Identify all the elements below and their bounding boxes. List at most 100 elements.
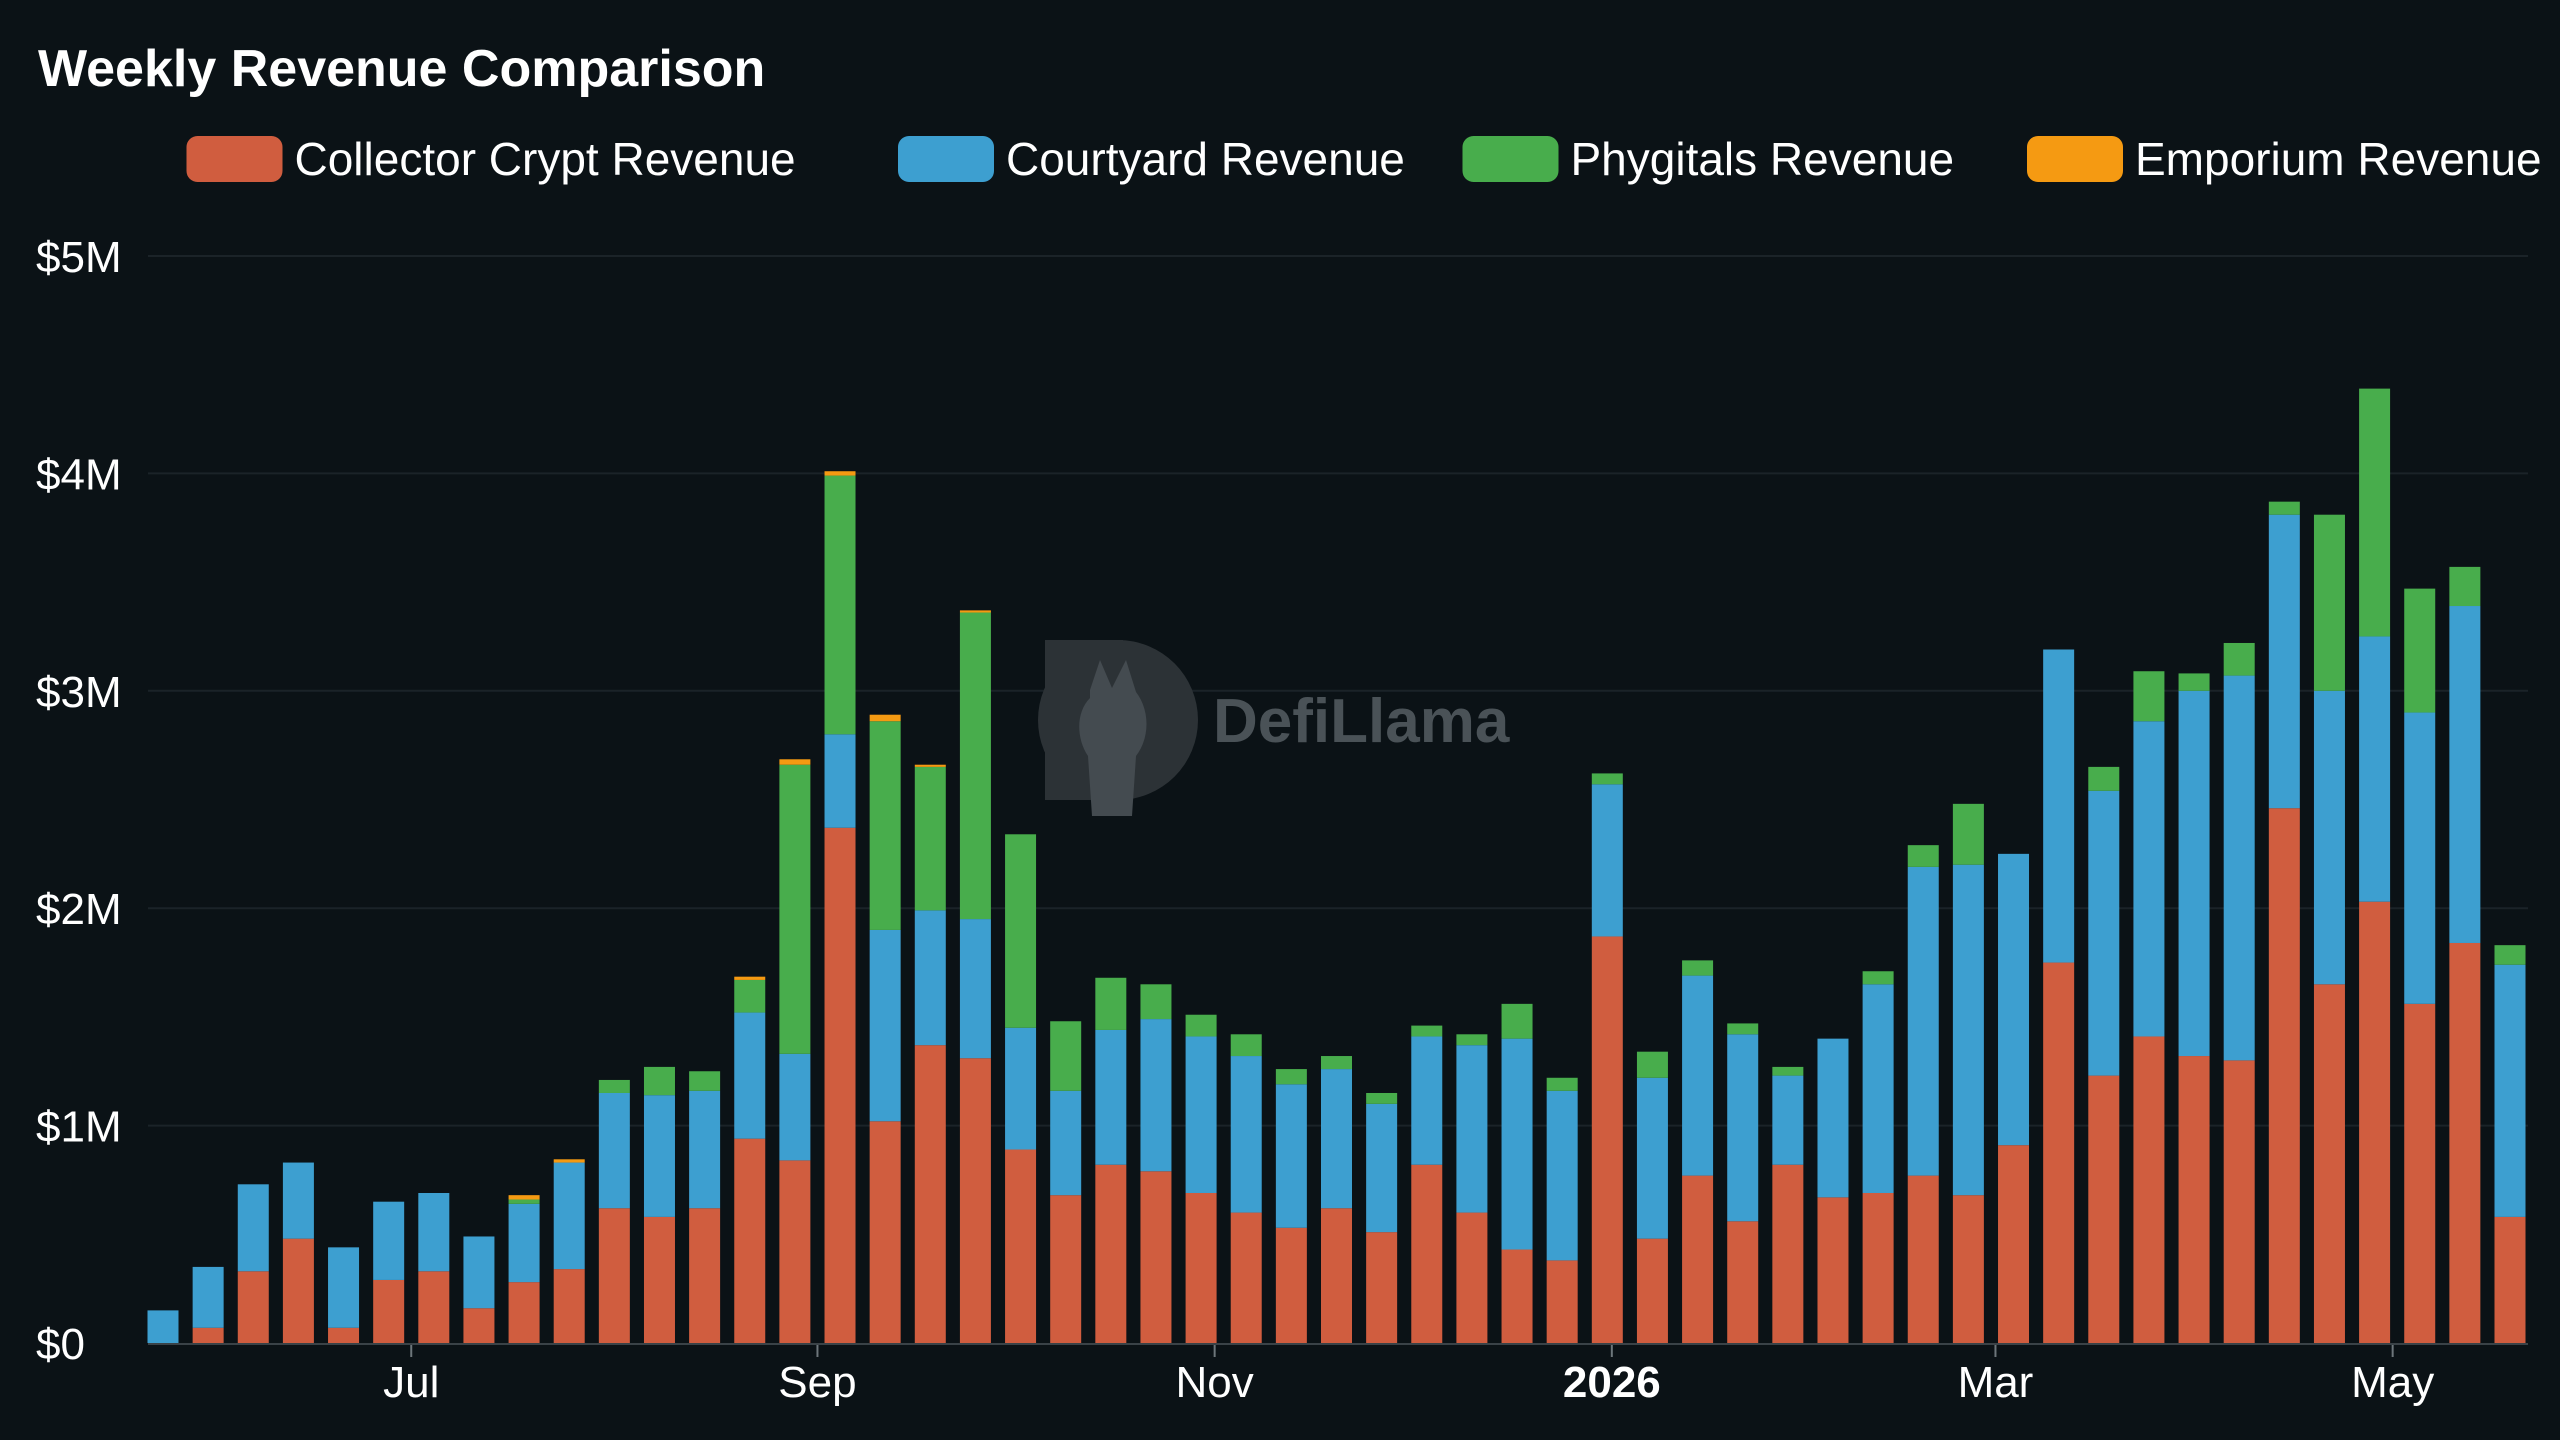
- bar-segment-phygitals-revenue: [1727, 1023, 1759, 1035]
- bar-segment-phygitals-revenue: [1772, 1066, 1804, 1076]
- x-tick-label: Sep: [778, 1358, 856, 1407]
- bar-segment-collector-crypt-revenue: [373, 1279, 405, 1343]
- legend-swatch: [898, 136, 994, 182]
- legend-item-phygitals-revenue[interactable]: Phygitals Revenue: [1462, 133, 1955, 185]
- bar-segment-phygitals-revenue: [1366, 1092, 1398, 1104]
- bar-segment-collector-crypt-revenue: [553, 1269, 585, 1343]
- bar-segment-collector-crypt-revenue: [1185, 1192, 1217, 1343]
- bar-segment-collector-crypt-revenue: [824, 827, 856, 1343]
- legend-item-courtyard-revenue[interactable]: Courtyard Revenue: [898, 133, 1405, 185]
- bar-segment-courtyard-revenue: [643, 1095, 675, 1217]
- bar-segment-courtyard-revenue: [1456, 1045, 1488, 1213]
- bar-segment-courtyard-revenue: [1005, 1027, 1037, 1150]
- bar-segment-courtyard-revenue: [2133, 721, 2165, 1037]
- bar-segment-phygitals-revenue: [1636, 1051, 1668, 1078]
- bar-segment-phygitals-revenue: [1185, 1014, 1217, 1037]
- bar-segment-phygitals-revenue: [2449, 566, 2481, 607]
- bar-segment-phygitals-revenue: [2359, 388, 2391, 637]
- bar-segment-courtyard-revenue: [1095, 1029, 1127, 1165]
- defillama-watermark: DefiLlama: [1038, 640, 1510, 816]
- bar-segment-collector-crypt-revenue: [1366, 1232, 1398, 1343]
- bar-segment-courtyard-revenue: [2359, 636, 2391, 902]
- bar-segment-courtyard-revenue: [2178, 690, 2210, 1057]
- gridlines: [148, 255, 2528, 1127]
- bar-segment-courtyard-revenue: [1907, 866, 1939, 1176]
- bar-segment-collector-crypt-revenue: [2223, 1060, 2255, 1343]
- bar-segment-phygitals-revenue: [734, 979, 766, 1013]
- bar-segment-collector-crypt-revenue: [2494, 1216, 2526, 1343]
- bar-segment-courtyard-revenue: [1411, 1036, 1443, 1165]
- bar-segment-collector-crypt-revenue: [1862, 1192, 1894, 1343]
- bar-segment-courtyard-revenue: [1321, 1069, 1352, 1209]
- bar-segment-phygitals-revenue: [2133, 671, 2165, 722]
- bar-segment-phygitals-revenue: [1546, 1077, 1578, 1091]
- bar-segment-phygitals-revenue: [1050, 1021, 1082, 1091]
- bar-segment-courtyard-revenue: [734, 1012, 766, 1139]
- y-tick-label: $4M: [36, 450, 122, 499]
- bar-segment-phygitals-revenue: [779, 764, 811, 1054]
- bar-segment-courtyard-revenue: [237, 1184, 269, 1272]
- bar-segment-collector-crypt-revenue: [1140, 1171, 1172, 1343]
- bar-segment-collector-crypt-revenue: [2178, 1056, 2210, 1343]
- bar-segment-phygitals-revenue: [2313, 514, 2345, 691]
- bar-segment-courtyard-revenue: [689, 1090, 721, 1209]
- bar-segment-courtyard-revenue: [1546, 1090, 1578, 1261]
- bar-segment-collector-crypt-revenue: [1456, 1212, 1488, 1343]
- bar-segment-collector-crypt-revenue: [1275, 1227, 1307, 1343]
- bar-segment-collector-crypt-revenue: [237, 1271, 269, 1343]
- bar-segment-courtyard-revenue: [2088, 790, 2120, 1076]
- bar-segment-courtyard-revenue: [373, 1201, 405, 1280]
- x-tick-label: Nov: [1176, 1358, 1254, 1407]
- bar-segment-collector-crypt-revenue: [1591, 936, 1623, 1343]
- legend-swatch: [2027, 136, 2123, 182]
- bar-segment-courtyard-revenue: [1501, 1038, 1533, 1250]
- legend-label: Phygitals Revenue: [1571, 133, 1955, 185]
- bar-segment-collector-crypt-revenue: [2043, 962, 2075, 1343]
- bar-segment-courtyard-revenue: [779, 1053, 811, 1161]
- bar-segment-courtyard-revenue: [1185, 1036, 1217, 1193]
- bar-segment-phygitals-revenue: [1501, 1003, 1533, 1039]
- bar-segment-courtyard-revenue: [959, 919, 991, 1059]
- bar-segment-collector-crypt-revenue: [2268, 808, 2300, 1343]
- bar-segment-collector-crypt-revenue: [1005, 1149, 1037, 1343]
- bar-segment-collector-crypt-revenue: [1907, 1175, 1939, 1343]
- bar-segment-collector-crypt-revenue: [1817, 1197, 1849, 1343]
- bar-segment-courtyard-revenue: [192, 1266, 224, 1328]
- bar-segment-collector-crypt-revenue: [463, 1308, 495, 1343]
- bar-segment-courtyard-revenue: [1772, 1075, 1804, 1165]
- legend-label: Emporium Revenue: [2135, 133, 2542, 185]
- bar-segment-courtyard-revenue: [1636, 1077, 1668, 1239]
- legend-item-emporium-revenue[interactable]: Emporium Revenue: [2027, 133, 2542, 185]
- bar-segment-phygitals-revenue: [1952, 803, 1984, 865]
- bar-segment-courtyard-revenue: [1952, 864, 1984, 1196]
- bar-segment-courtyard-revenue: [1998, 853, 2030, 1146]
- bar-segment-courtyard-revenue: [598, 1092, 630, 1209]
- bar-segment-courtyard-revenue: [1862, 984, 1894, 1193]
- bar-segment-emporium-revenue: [553, 1159, 585, 1163]
- bar-segment-courtyard-revenue: [2313, 690, 2345, 985]
- bar-segment-courtyard-revenue: [2404, 712, 2436, 1004]
- bar-segment-courtyard-revenue: [2449, 606, 2481, 943]
- x-tick-label: 2026: [1563, 1358, 1661, 1407]
- bar-segment-phygitals-revenue: [1682, 960, 1714, 976]
- bar-segment-phygitals-revenue: [2404, 588, 2436, 713]
- bar-segment-phygitals-revenue: [1907, 845, 1939, 867]
- bar-segment-courtyard-revenue: [1050, 1090, 1082, 1196]
- bar-segment-courtyard-revenue: [1366, 1103, 1398, 1233]
- bar-segment-collector-crypt-revenue: [282, 1238, 314, 1343]
- legend-item-collector-crypt-revenue[interactable]: Collector Crypt Revenue: [186, 133, 796, 185]
- watermark-text: DefiLlama: [1213, 687, 1510, 756]
- bar-segment-collector-crypt-revenue: [1050, 1195, 1082, 1343]
- legend-swatch: [1462, 136, 1559, 182]
- bar-segment-collector-crypt-revenue: [2088, 1075, 2120, 1343]
- bar-segment-collector-crypt-revenue: [1411, 1164, 1443, 1343]
- x-tick-label: Mar: [1958, 1358, 2034, 1407]
- legend[interactable]: Collector Crypt Revenue Courtyard Revenue…: [186, 133, 2542, 185]
- bar-segment-collector-crypt-revenue: [2133, 1036, 2165, 1343]
- x-tick-label: May: [2351, 1358, 2434, 1407]
- bar-segment-phygitals-revenue: [959, 612, 991, 920]
- bars: [147, 388, 2526, 1343]
- bar-segment-collector-crypt-revenue: [418, 1271, 450, 1343]
- bar-segment-collector-crypt-revenue: [1998, 1145, 2030, 1343]
- bar-segment-courtyard-revenue: [2223, 675, 2255, 1061]
